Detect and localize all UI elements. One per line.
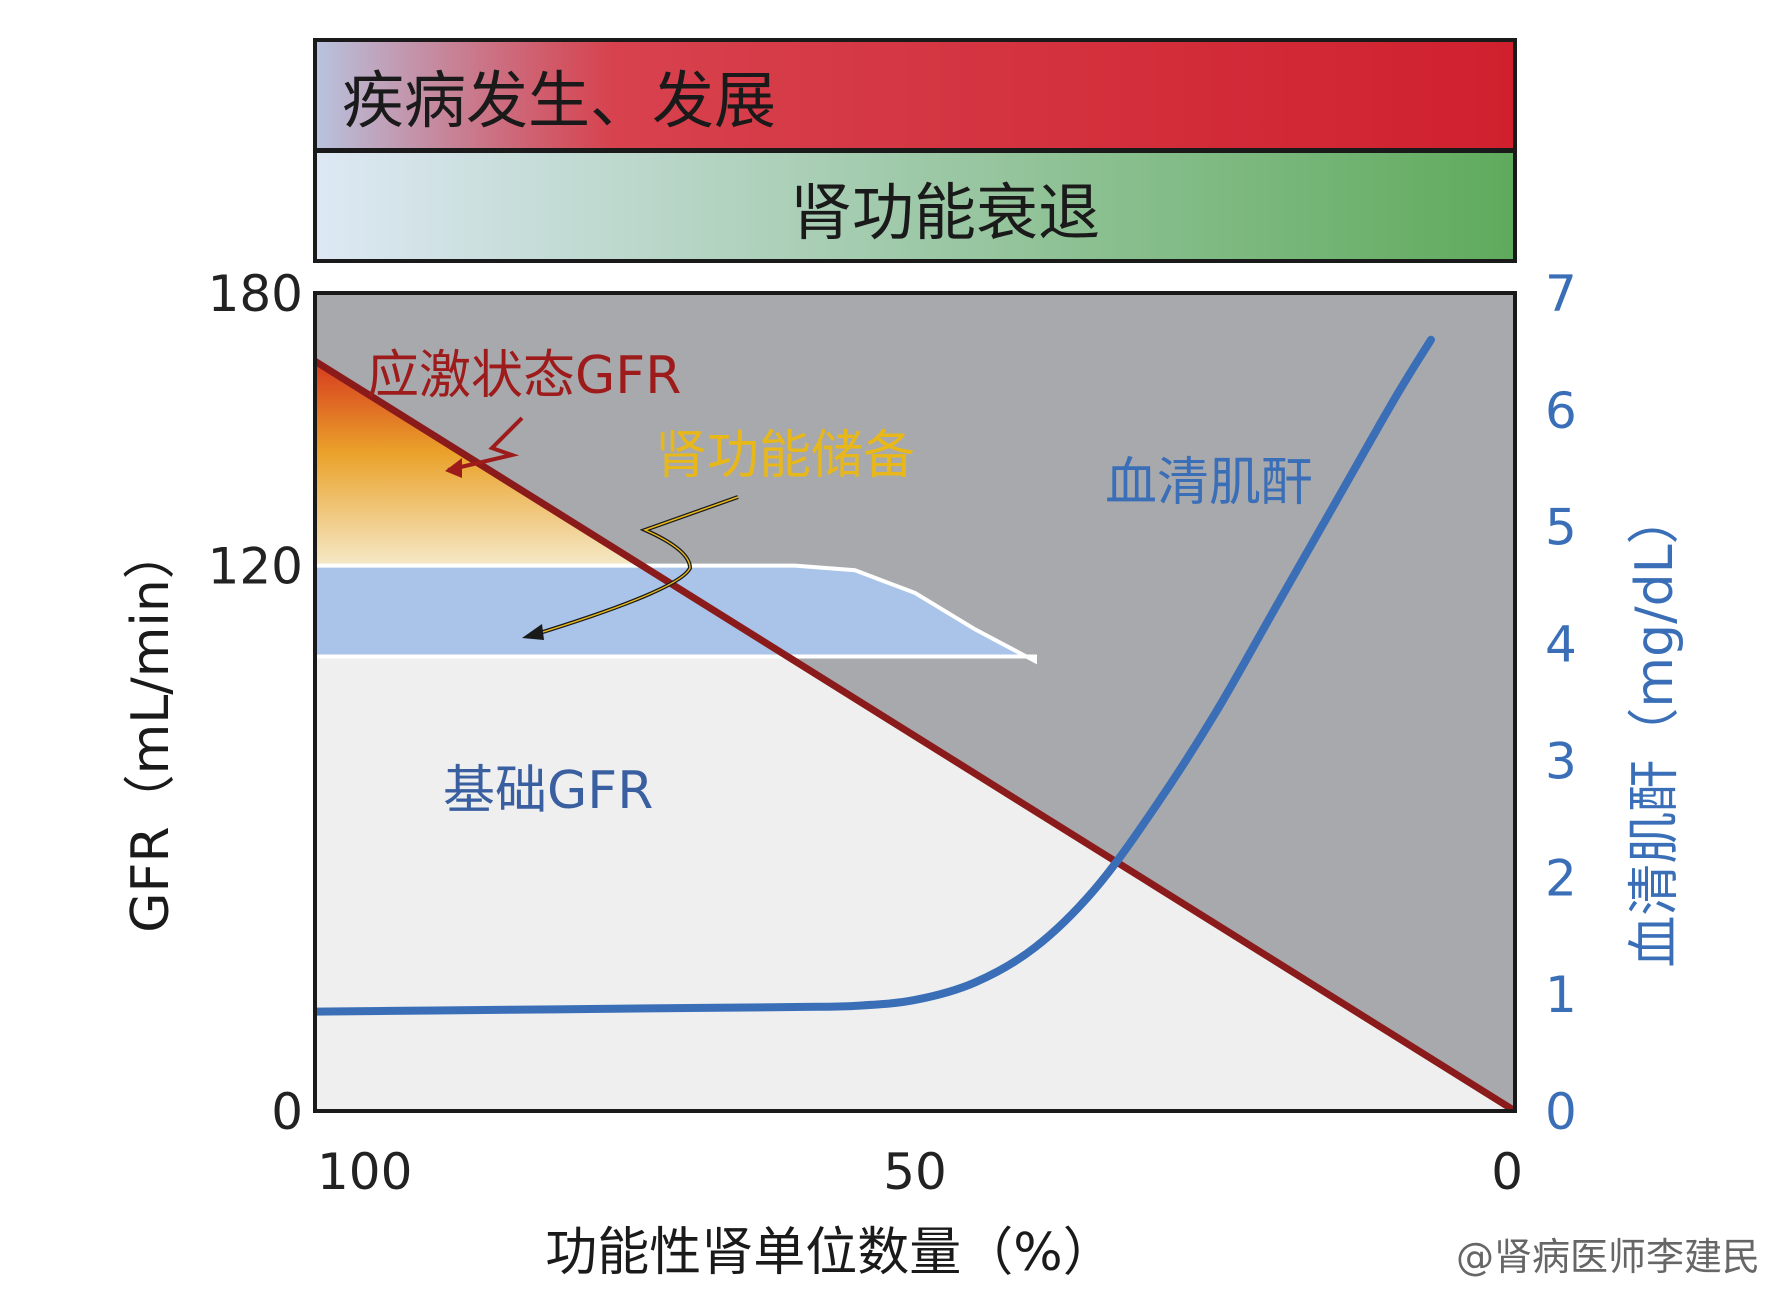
right-tick-label: 3 — [1545, 732, 1577, 790]
left-tick-label: 120 — [208, 538, 303, 596]
header-bands: 疾病发生、发展 肾功能衰退 — [313, 38, 1517, 263]
left-axis-title: GFR（mL/min） — [121, 527, 181, 933]
right-axis-ticks: 0 1 2 3 4 5 6 7 — [1545, 265, 1577, 1141]
right-axis-title: 血清肌酐（mg/dL） — [1625, 492, 1685, 967]
left-axis-ticks: 0 120 180 — [208, 265, 303, 1141]
disease-progression-label: 疾病发生、发展 — [342, 64, 776, 137]
baseline-gfr-label: 基础GFR — [443, 761, 653, 821]
x-tick-label: 50 — [883, 1143, 947, 1201]
right-tick-label: 2 — [1545, 849, 1577, 907]
serum-creatinine-line — [315, 335, 1435, 1016]
stress-gfr-label: 应激状态GFR — [367, 346, 681, 406]
x-tick-label: 100 — [317, 1143, 412, 1201]
serum-creatinine-label: 血清肌酐 — [1105, 453, 1313, 513]
x-tick-label: 0 — [1491, 1143, 1523, 1201]
x-axis-ticks: 100 50 0 — [317, 1143, 1523, 1201]
stress-gfr-arrow — [447, 416, 524, 472]
stress-gfr-arrowhead — [445, 458, 462, 478]
right-tick-label: 7 — [1545, 265, 1577, 323]
right-tick-label: 0 — [1545, 1083, 1577, 1141]
left-tick-label: 180 — [208, 265, 303, 323]
renal-reserve-label: 肾功能储备 — [655, 426, 915, 486]
right-tick-label: 1 — [1545, 966, 1577, 1024]
plot-area — [315, 293, 1515, 1111]
renal-reserve-arrowhead — [522, 624, 544, 640]
renal-decline-label: 肾功能衰退 — [790, 176, 1100, 249]
right-tick-label: 6 — [1545, 382, 1577, 440]
watermark: @肾病医师李建民 — [1456, 1235, 1760, 1279]
annotations: 应激状态GFR 肾功能储备 基础GFR 血清肌酐 — [367, 346, 1313, 821]
left-tick-label: 0 — [271, 1083, 303, 1141]
renal-reserve-arrow-inner — [529, 496, 739, 637]
right-tick-label: 4 — [1545, 616, 1577, 674]
stress-gfr-line — [315, 358, 1515, 1111]
baseline-gfr-area — [315, 563, 1037, 665]
x-axis-title: 功能性肾单位数量（%） — [545, 1223, 1114, 1283]
renal-decline-band — [313, 149, 1517, 263]
right-tick-label: 5 — [1545, 499, 1577, 557]
plot-frame — [313, 291, 1517, 1113]
disease-progression-band — [313, 38, 1517, 152]
plot-background-upper — [315, 293, 1515, 1111]
